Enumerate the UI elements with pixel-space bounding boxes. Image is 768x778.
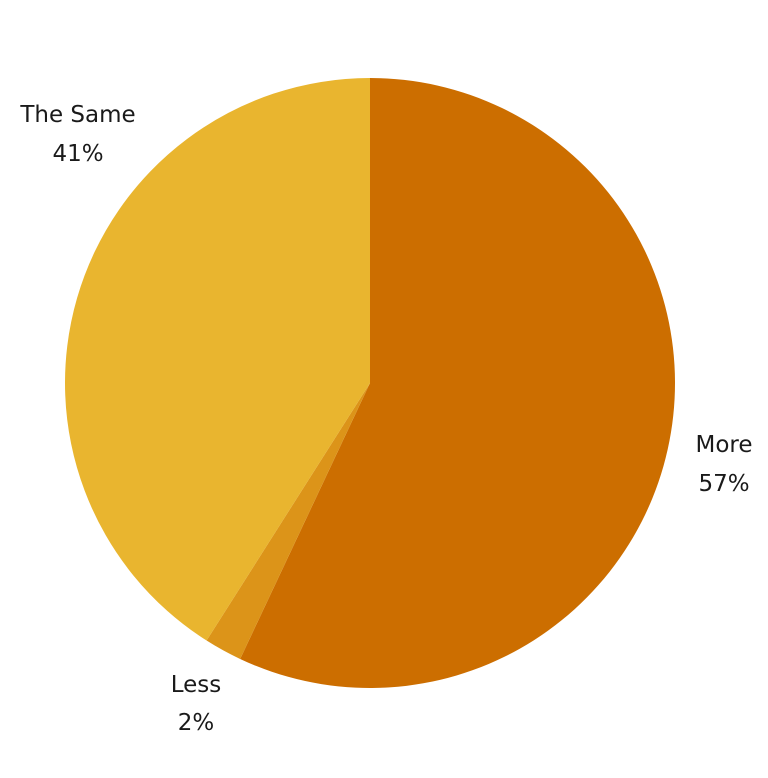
slice-value-less: 2% [178,710,215,736]
pie-slice-more [240,78,675,689]
slice-value-more: 57% [698,471,749,497]
slice-label-less: Less [171,672,222,698]
slice-label-the-same: The Same [19,102,135,128]
pie-slice-the-same [64,78,370,641]
slice-label-more: More [695,432,752,458]
pie-slice-less [206,383,370,659]
slice-value-the-same: 41% [52,141,103,167]
